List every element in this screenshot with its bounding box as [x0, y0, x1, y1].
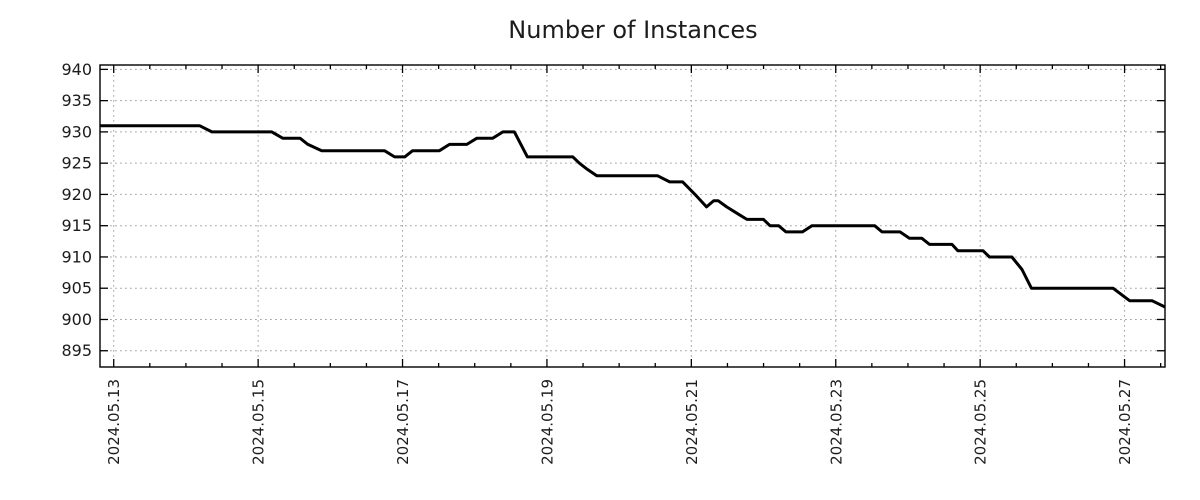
x-axis-tick-label: 2024.05.17	[394, 379, 412, 465]
y-axis-tick-label: 920	[61, 185, 92, 204]
y-axis-tick-label: 900	[61, 310, 92, 329]
x-axis-labels: 2024.05.13 2024.05.15 2024.05.17 2024.05.19…	[105, 379, 1134, 465]
y-axis-tick-label: 905	[61, 279, 92, 298]
y-axis-tick-label: 915	[61, 216, 92, 235]
y-axis-labels: 895 900 905 910 915 920 925 930 935 940	[61, 60, 92, 360]
x-axis-tick-label: 2024.05.13	[105, 379, 123, 465]
x-axis-tick-label: 2024.05.23	[827, 379, 845, 465]
y-axis-tick-label: 930	[61, 122, 92, 141]
y-axis-tick-label: 925	[61, 154, 92, 173]
series-line	[100, 124, 1166, 309]
axis-ticks	[100, 65, 1165, 367]
y-axis-tick-label: 940	[61, 60, 92, 79]
plot-border	[99, 64, 1166, 368]
x-axis-tick-label: 2024.05.19	[538, 379, 556, 465]
x-axis-tick-label: 2024.05.15	[250, 379, 268, 465]
x-axis-tick-label: 2024.05.25	[972, 379, 990, 465]
chart-title: Number of Instances	[508, 16, 757, 44]
y-axis-tick-label: 895	[61, 341, 92, 360]
y-axis-tick-label: 910	[61, 247, 92, 266]
y-axis-tick-label: 935	[61, 91, 92, 110]
gridlines	[100, 65, 1165, 367]
x-axis-tick-label: 2024.05.27	[1116, 379, 1134, 465]
x-axis-tick-label: 2024.05.21	[683, 379, 701, 465]
